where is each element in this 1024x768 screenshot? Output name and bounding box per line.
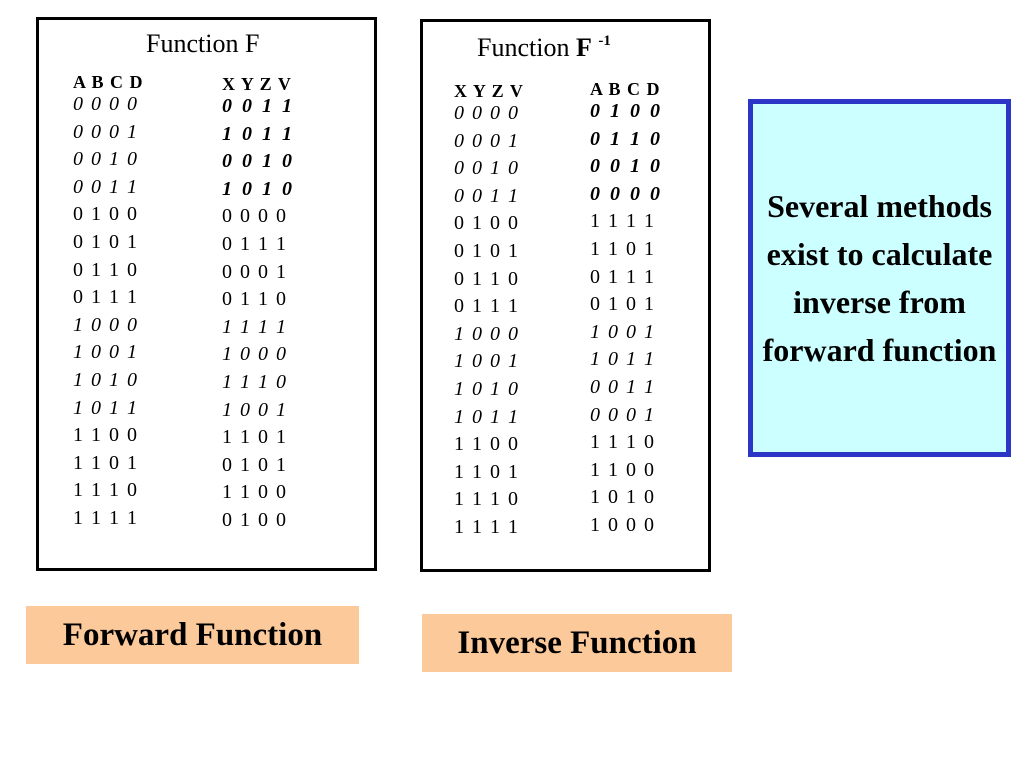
- output-value-cell: 1 1 1 0: [590, 431, 656, 454]
- output-value-cell: 1 0 0 0: [590, 513, 656, 536]
- output-value-cell: 0 0 0 1: [590, 403, 656, 426]
- input-value-cell: 0 1 0 0: [73, 203, 139, 226]
- output-value-cell: 0 1 0 1: [590, 293, 656, 316]
- inverse-function-label: Inverse Function: [422, 614, 732, 672]
- output-value-cell: 0 1 1 1: [590, 265, 656, 288]
- input-value-cell: 0 1 0 0: [454, 212, 520, 235]
- output-value-cell: 1 0 1 1: [590, 348, 656, 371]
- output-value-cell: 1 0 1 0: [590, 486, 656, 509]
- output-column-header: X Y Z V: [222, 74, 292, 94]
- output-value-cell: 1 1 1 1: [222, 315, 288, 338]
- input-value-cell: 0 0 0 1: [454, 129, 520, 152]
- input-value-cell: 1 0 1 1: [73, 396, 139, 419]
- input-value-cell: 0 0 0 1: [73, 120, 139, 143]
- output-value-cell: 0 0 0 0: [590, 182, 663, 205]
- output-value-cell: 0 0 1 1: [590, 375, 656, 398]
- output-value-cell: 0 0 1 1: [222, 95, 295, 117]
- inverse-title-symbol: F: [575, 33, 592, 62]
- input-value-cell: 1 1 0 0: [73, 424, 139, 447]
- output-value-cell: 0 1 0 1: [222, 453, 288, 476]
- input-value-cell: 1 0 1 1: [454, 405, 520, 428]
- input-value-cell: 0 1 1 1: [454, 295, 520, 318]
- input-value-cell: 1 0 0 0: [73, 313, 139, 336]
- input-column-header: A B C D: [73, 72, 144, 92]
- output-value-cell: 1 1 0 0: [222, 481, 288, 504]
- output-value-cell: 1 0 0 1: [590, 320, 656, 343]
- output-value-cell: 0 1 0 0: [222, 508, 288, 531]
- input-value-cell: 0 1 1 0: [73, 258, 139, 281]
- methods-note-text: Several methods exist to calculate inver…: [762, 188, 997, 368]
- input-value-cell: 1 0 0 1: [454, 350, 520, 373]
- input-value-cell: 0 1 1 0: [454, 267, 520, 290]
- output-value-cell: 1 1 1 0: [222, 370, 288, 393]
- input-value-cell: 1 0 1 0: [73, 368, 139, 391]
- input-value-cell: 1 0 1 0: [454, 377, 520, 400]
- input-value-cell: 1 1 0 0: [454, 433, 520, 456]
- output-value-cell: 0 1 0 0: [590, 100, 663, 122]
- output-value-cell: 1 0 0 0: [222, 343, 288, 366]
- inverse-table-title: Function F -1: [477, 34, 611, 61]
- input-value-cell: 1 1 0 1: [73, 451, 139, 474]
- output-value-cell: 1 1 0 1: [590, 237, 656, 260]
- input-value-cell: 0 1 0 1: [454, 239, 520, 262]
- input-value-cell: 0 0 1 0: [454, 157, 520, 180]
- output-value-cell: 1 1 0 1: [222, 426, 288, 449]
- input-column-header: X Y Z V: [454, 81, 524, 101]
- methods-note-box: Several methods exist to calculate inver…: [748, 99, 1011, 457]
- input-value-cell: 0 0 1 0: [73, 148, 139, 171]
- input-value-cell: 0 0 1 1: [454, 184, 520, 207]
- input-value-cell: 0 0 1 1: [73, 175, 139, 198]
- output-value-cell: 0 0 0 1: [222, 260, 288, 283]
- input-value-cell: 1 1 1 0: [454, 488, 520, 511]
- output-value-cell: 0 1 1 0: [222, 288, 288, 311]
- output-value-cell: 0 0 1 0: [222, 150, 295, 173]
- inverse-title-prefix: Function: [477, 33, 570, 62]
- inverse-title-superscript: -1: [598, 33, 611, 49]
- input-value-cell: 1 1 1 0: [73, 479, 139, 502]
- input-value-cell: 1 1 1 1: [73, 506, 139, 529]
- output-value-cell: 1 1 0 0: [590, 458, 656, 481]
- input-value-cell: 1 0 0 0: [454, 322, 520, 345]
- output-value-cell: 0 0 0 0: [222, 205, 288, 228]
- output-value-cell: 1 1 1 1: [590, 210, 656, 233]
- input-value-cell: 1 1 0 1: [454, 460, 520, 483]
- output-column-header: A B C D: [590, 79, 661, 99]
- input-value-cell: 0 0 0 0: [73, 93, 139, 115]
- input-value-cell: 1 0 0 1: [73, 341, 139, 364]
- input-value-cell: 1 1 1 1: [454, 515, 520, 538]
- output-value-cell: 0 1 1 0: [590, 127, 663, 150]
- input-value-cell: 0 1 1 1: [73, 286, 139, 309]
- forward-table-title: Function F: [146, 29, 260, 58]
- output-value-cell: 1 0 0 1: [222, 398, 288, 421]
- output-value-cell: 0 0 1 0: [590, 155, 663, 178]
- forward-function-label: Forward Function: [26, 606, 359, 664]
- input-value-cell: 0 0 0 0: [454, 102, 520, 124]
- output-value-cell: 1 0 1 1: [222, 122, 295, 145]
- output-value-cell: 1 0 1 0: [222, 177, 295, 200]
- output-value-cell: 0 1 1 1: [222, 232, 288, 255]
- input-value-cell: 0 1 0 1: [73, 230, 139, 253]
